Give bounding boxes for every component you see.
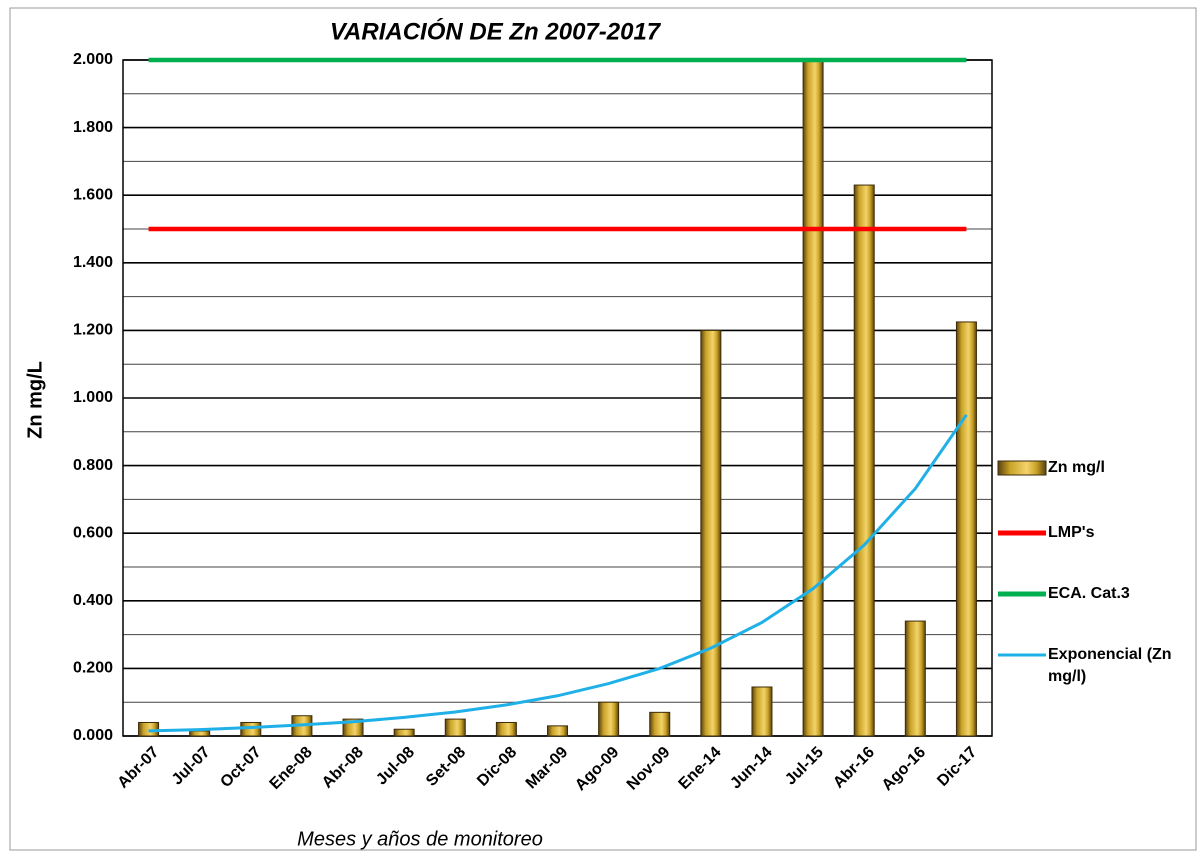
x-tick-label: Abr-07 [115, 744, 163, 792]
bar [853, 184, 875, 737]
y-tick-label: 0.800 [73, 457, 113, 474]
x-tick-label: Nov-09 [624, 744, 674, 794]
x-tick-label: Jul-15 [782, 744, 827, 789]
y-tick-label: 0.200 [73, 660, 113, 677]
bar [955, 321, 977, 737]
bar [547, 725, 568, 737]
x-tick-label: Mar-09 [523, 744, 572, 793]
x-tick-label: Jul-07 [169, 744, 214, 789]
x-tick-label: Dic-08 [474, 744, 520, 790]
y-axis-label: Zn mg/L [24, 361, 46, 439]
x-tick-label: Set-08 [423, 744, 469, 790]
legend-swatch [997, 460, 1047, 476]
y-tick-label: 0.600 [73, 524, 113, 541]
x-tick-label: Ago-16 [879, 744, 929, 794]
y-tick-label: 1.200 [73, 322, 113, 339]
y-tick-label: 0.000 [73, 727, 113, 744]
y-tick-label: 2.000 [73, 51, 113, 68]
chart-border [9, 7, 1197, 851]
y-tick-label: 0.400 [73, 592, 113, 609]
bar [495, 721, 517, 737]
legend-label: LMP's [1048, 524, 1095, 541]
legend-label: Exponencial (Zn mg/l) [1048, 646, 1172, 685]
bar [904, 620, 926, 737]
x-tick-label: Abr-16 [830, 744, 878, 792]
bar [138, 721, 160, 737]
x-tick-label: Ene-14 [676, 744, 725, 793]
x-tick-label: Dic-17 [934, 744, 980, 790]
x-tick-label: Jun-14 [727, 744, 776, 793]
x-tick-label: Ago-09 [572, 744, 622, 794]
bar [751, 686, 773, 737]
bar [189, 730, 211, 737]
legend-label: Zn mg/l [1048, 459, 1105, 476]
y-tick-label: 1.800 [73, 119, 113, 136]
x-tick-label: Abr-08 [319, 744, 367, 792]
bar [393, 728, 415, 737]
bar [444, 718, 466, 737]
bar [700, 329, 722, 737]
bar [598, 701, 620, 737]
legend-label: ECA. Cat.3 [1048, 585, 1130, 602]
x-tick-label: Oct-07 [217, 744, 264, 791]
y-tick-label: 1.000 [73, 389, 113, 406]
y-tick-label: 1.400 [73, 254, 113, 271]
x-tick-label: Jul-08 [373, 744, 418, 789]
line [148, 414, 968, 733]
y-tick-label: 1.600 [73, 186, 113, 203]
x-axis-label: Meses y años de monitoreo [297, 828, 543, 850]
bar [649, 711, 671, 737]
chart-title: VARIACIÓN DE Zn 2007-2017 [330, 17, 662, 45]
bar [802, 59, 824, 737]
x-tick-label: Ene-08 [267, 744, 316, 793]
